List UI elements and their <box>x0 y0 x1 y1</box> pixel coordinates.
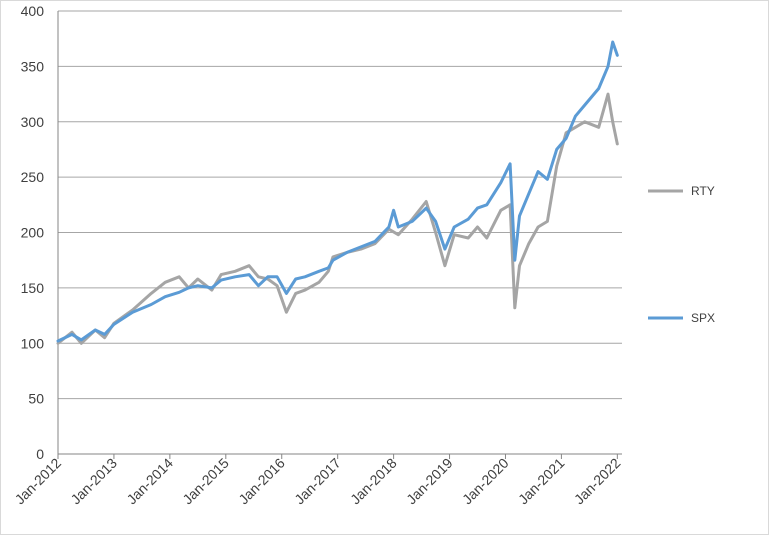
y-tick-label: 0 <box>36 446 44 462</box>
y-tick-label: 250 <box>21 169 45 185</box>
y-tick-label: 150 <box>21 280 45 296</box>
series-line-spx <box>56 40 619 343</box>
x-tick-labels: Jan-2012 Jan-2013 Jan-2014 Jan-2015 Jan-2016… <box>12 455 624 508</box>
y-tick-labels: 0 50 100 150 200 250 300 350 400 <box>21 3 45 462</box>
x-tick-label: Jan-2018 <box>347 455 400 508</box>
x-tick-label: Jan-2015 <box>179 455 232 508</box>
x-tick-label: Jan-2016 <box>235 455 288 508</box>
y-tick-label: 350 <box>21 58 45 74</box>
series-lines <box>56 40 619 345</box>
x-tick-label: Jan-2021 <box>515 455 568 508</box>
y-tick-label: 200 <box>21 225 45 241</box>
x-tick-label: Jan-2020 <box>459 455 512 508</box>
y-tick-label: 400 <box>21 3 45 19</box>
x-tick-label: Jan-2019 <box>403 455 456 508</box>
x-tick-label: Jan-2014 <box>123 455 176 508</box>
y-tick-label: 50 <box>28 391 44 407</box>
x-tick-label: Jan-2013 <box>67 455 120 508</box>
axes <box>57 11 622 459</box>
gridlines <box>58 10 622 400</box>
x-tick-label: Jan-2012 <box>12 455 65 508</box>
y-tick-label: 100 <box>21 335 45 351</box>
x-tick-label: Jan-2017 <box>291 455 344 508</box>
legend-label-rty: RTY <box>691 184 715 198</box>
series-line-rty <box>56 92 619 345</box>
legend: RTY SPX <box>648 184 715 325</box>
x-tick-label: Jan-2022 <box>571 455 624 508</box>
y-tick-label: 300 <box>21 114 45 130</box>
legend-label-spx: SPX <box>691 311 715 325</box>
